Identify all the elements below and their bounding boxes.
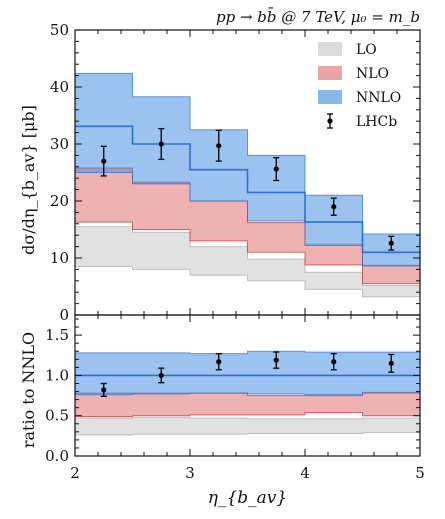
central-line-nnlo xyxy=(75,125,420,254)
band-nlo-bin xyxy=(247,222,305,253)
band-lo-bin xyxy=(75,226,133,267)
band-nlo-bin xyxy=(305,395,363,413)
ratio-panel: 0.0 0.5 1.0 1.5 2 3 4 5 xyxy=(45,314,425,482)
band-nlo-bin xyxy=(247,395,305,415)
chart-title: pp → bb̄ @ 7 TeV, μ₀ = m_b xyxy=(216,8,420,26)
band-lo-bin xyxy=(305,418,363,434)
legend-label-lo: LO xyxy=(356,42,377,58)
band-nlo-bin xyxy=(132,393,190,416)
y-tick-label: 0.0 xyxy=(45,447,69,465)
data-point xyxy=(388,360,394,366)
band-lo-bin xyxy=(132,232,190,270)
band-lo-bin xyxy=(362,418,420,433)
data-point xyxy=(158,372,164,379)
data-point xyxy=(216,359,222,365)
band-edge-low-nlo xyxy=(75,221,420,285)
plot-frame xyxy=(74,314,421,457)
y-tick-label: 1.5 xyxy=(45,326,69,344)
y-tick-label: 1.0 xyxy=(45,366,69,384)
y-tick-label: 0 xyxy=(59,306,69,324)
band-lo-bin xyxy=(75,418,133,436)
band-nlo-bin xyxy=(362,392,420,416)
band-lo-bin xyxy=(190,246,248,276)
main-panel: 0 10 20 30 40 50 xyxy=(50,21,421,324)
legend-swatch-lo xyxy=(318,42,342,56)
data-point xyxy=(101,158,107,164)
x-tick-label: 3 xyxy=(185,464,195,482)
band-lo-bin xyxy=(362,285,420,297)
legend-marker-point xyxy=(327,118,333,124)
band-nlo-bin xyxy=(362,265,420,284)
x-tick-label: 2 xyxy=(70,464,80,482)
legend-label-lhcb: LHCb xyxy=(356,114,397,130)
band-nlo-bin xyxy=(190,201,248,241)
y-tick-label: 50 xyxy=(50,21,69,39)
band-edge-low-nnlo xyxy=(75,392,420,396)
legend-label-nlo: NLO xyxy=(356,66,389,82)
band-nlo-bin xyxy=(132,182,190,230)
data-point xyxy=(158,141,164,147)
band-nlo-bin xyxy=(190,393,248,415)
legend-swatch-nlo xyxy=(318,66,342,80)
band-lo-bin xyxy=(190,418,248,435)
band-nlo-bin xyxy=(75,393,133,417)
legend-swatch-nnlo xyxy=(318,90,342,104)
y-tick-label: 0.5 xyxy=(45,407,69,425)
x-axis-label: η_{b_av} xyxy=(208,488,287,508)
band-edge-high-nnlo xyxy=(75,72,420,235)
legend-label-nnlo: NNLO xyxy=(356,90,401,106)
band-lo-bin xyxy=(132,417,190,435)
y-axis-label-ratio: ratio to NNLO xyxy=(19,332,38,448)
y-tick-label: 30 xyxy=(50,135,69,153)
band-lo-bin xyxy=(247,418,305,434)
y-tick-label: 40 xyxy=(50,78,69,96)
data-point xyxy=(331,204,337,210)
band-lo-bin xyxy=(247,259,305,281)
legend: LO NLO NNLO LHCb xyxy=(318,42,401,130)
band-edge-high-lo xyxy=(75,416,420,420)
data-point xyxy=(273,357,279,363)
data-point xyxy=(388,240,394,246)
band-edge-low-nlo xyxy=(75,411,420,418)
band-edge-low-lo xyxy=(75,432,420,436)
band-edge-high-nnlo xyxy=(75,350,420,355)
x-tick-label: 5 xyxy=(415,464,425,482)
band-nlo-bin xyxy=(75,167,133,223)
y-tick-label: 10 xyxy=(50,249,69,267)
data-point xyxy=(273,166,279,172)
data-point xyxy=(101,387,107,393)
band-nlo-bin xyxy=(305,245,363,265)
band-edge-low-lo xyxy=(75,266,420,298)
band-lo-bin xyxy=(305,272,363,290)
x-tick-label: 4 xyxy=(300,464,310,482)
data-point xyxy=(331,359,337,365)
y-axis-label-main: dσ/dη_{b_av} [μb] xyxy=(19,105,38,255)
data-point xyxy=(216,143,222,149)
y-tick-label: 20 xyxy=(50,192,69,210)
